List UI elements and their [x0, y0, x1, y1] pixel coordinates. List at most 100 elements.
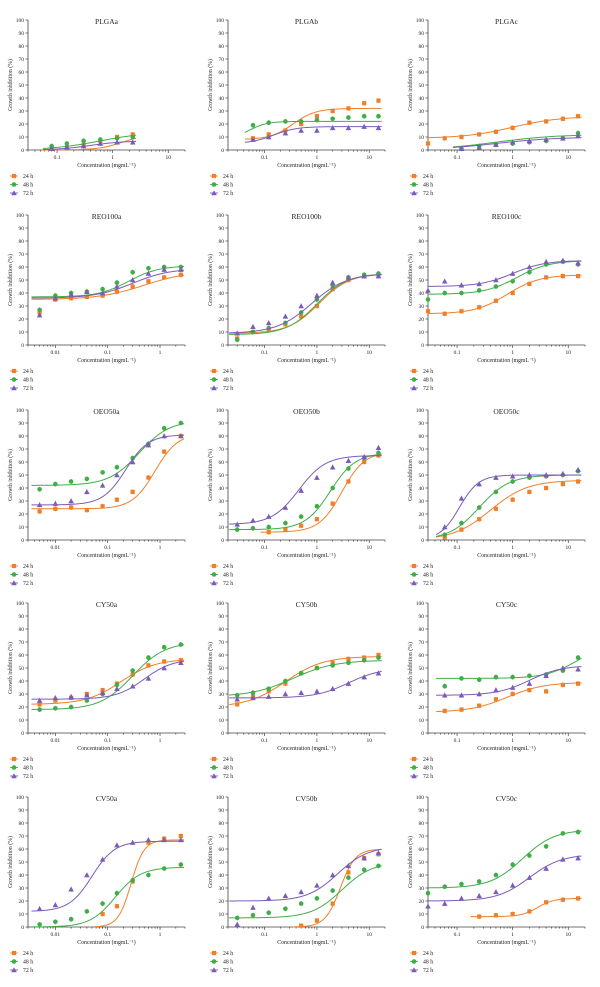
panel-cv50c: CV50c 0 10 20 30 40 50 60 70 80 90 100 0.1 1 10 Concent… — [407, 794, 586, 974]
data-point — [459, 527, 464, 532]
data-point — [375, 273, 382, 279]
data-point — [250, 690, 256, 695]
data-point — [234, 696, 241, 702]
y-tick-label: 90 — [219, 808, 225, 814]
data-point — [510, 911, 515, 917]
series-72h — [31, 433, 185, 508]
data-point — [459, 134, 464, 140]
data-point — [161, 665, 167, 671]
legend-marker — [11, 580, 17, 586]
legend-label: 72 h — [423, 581, 433, 587]
fit-curve — [436, 666, 582, 696]
data-point — [250, 136, 256, 142]
fit-curve — [260, 453, 382, 533]
data-point — [234, 693, 240, 698]
data-point — [178, 433, 184, 439]
y-axis-label: Growth inhibition (%) — [7, 642, 14, 694]
x-tick-label: 1 — [316, 350, 319, 356]
series-72h — [229, 670, 382, 702]
data-point — [543, 472, 549, 478]
data-point — [441, 524, 448, 530]
data-point — [114, 890, 120, 896]
data-point — [509, 473, 516, 479]
data-point — [146, 279, 151, 284]
data-point — [458, 282, 465, 288]
y-tick-label: 50 — [219, 83, 225, 89]
data-point — [476, 281, 482, 287]
x-tick-label: 0.1 — [454, 738, 461, 744]
y-tick-label: 60 — [419, 653, 425, 659]
x-tick-label: 0.1 — [261, 545, 268, 551]
legend-label: 72 h — [423, 191, 433, 197]
data-point — [330, 660, 335, 665]
data-point — [543, 865, 549, 871]
panel-title: OEO50b — [293, 407, 320, 416]
data-point — [527, 909, 532, 914]
fit-curve — [436, 474, 582, 537]
y-tick-label: 20 — [419, 899, 425, 905]
legend-marker — [411, 580, 417, 586]
panel-plgac: PLGAc 0 10 20 30 40 50 60 70 80 90 100 0.1 1 10 Concent… — [407, 17, 586, 197]
data-point — [298, 514, 304, 519]
fit-curve — [427, 274, 582, 315]
panel-title: CV50a — [96, 794, 118, 803]
data-point — [560, 470, 566, 476]
data-point — [376, 863, 381, 869]
x-axis-label: Concentration (mgmL⁻¹) — [277, 552, 335, 559]
y-tick-label: 20 — [19, 317, 25, 323]
y-tick-label: 50 — [419, 473, 425, 479]
y-tick-label: 30 — [419, 499, 425, 505]
data-point — [458, 895, 465, 901]
y-axis-label: Growth inhibition (%) — [207, 59, 214, 111]
data-point — [346, 870, 351, 875]
data-point — [442, 884, 448, 889]
data-point — [329, 686, 336, 692]
data-point — [53, 706, 58, 711]
data-point — [130, 134, 136, 140]
data-point — [161, 425, 167, 431]
data-point — [299, 523, 304, 528]
legend-label: 72 h — [223, 968, 233, 974]
data-point — [459, 290, 464, 296]
data-point — [425, 890, 431, 896]
data-point — [114, 686, 120, 692]
data-point — [560, 897, 565, 902]
data-point — [64, 144, 70, 150]
y-tick-label: 100 — [216, 408, 225, 414]
data-point — [510, 497, 515, 502]
panel-cy50b: CY50b 0 10 20 30 40 50 60 70 80 90 100 0.1 1 10 Concent… — [207, 600, 386, 780]
data-point — [37, 922, 42, 927]
legend-label: 24 h — [223, 564, 233, 570]
y-tick-label: 50 — [419, 666, 425, 672]
data-point — [575, 274, 581, 279]
y-tick-label: 0 — [21, 343, 24, 349]
data-point — [265, 513, 272, 519]
y-tick-label: 20 — [19, 705, 25, 711]
data-point — [234, 921, 241, 927]
data-point — [146, 840, 151, 845]
legend-marker — [411, 765, 417, 770]
data-point — [425, 141, 431, 146]
y-tick-label: 30 — [19, 692, 25, 698]
legend-label: 48 h — [223, 183, 233, 189]
data-point — [84, 508, 89, 513]
data-point — [100, 293, 105, 298]
data-point — [493, 872, 499, 878]
x-axis-label: Concentration (mgmL⁻¹) — [477, 357, 535, 364]
legend-marker — [11, 190, 17, 196]
data-point — [425, 903, 431, 909]
y-tick-label: 50 — [419, 860, 425, 866]
data-point — [575, 666, 581, 672]
data-point — [459, 676, 464, 681]
data-point — [114, 472, 120, 478]
legend-label: 48 h — [23, 573, 33, 579]
y-tick-label: 70 — [19, 834, 25, 840]
x-axis-label: Concentration (mgmL⁻¹) — [477, 162, 535, 169]
y-tick-label: 30 — [419, 886, 425, 892]
y-tick-label: 10 — [419, 912, 425, 918]
legend-marker — [211, 765, 217, 770]
y-tick-label: 80 — [19, 44, 25, 50]
data-point — [68, 291, 74, 297]
data-point — [68, 693, 74, 699]
